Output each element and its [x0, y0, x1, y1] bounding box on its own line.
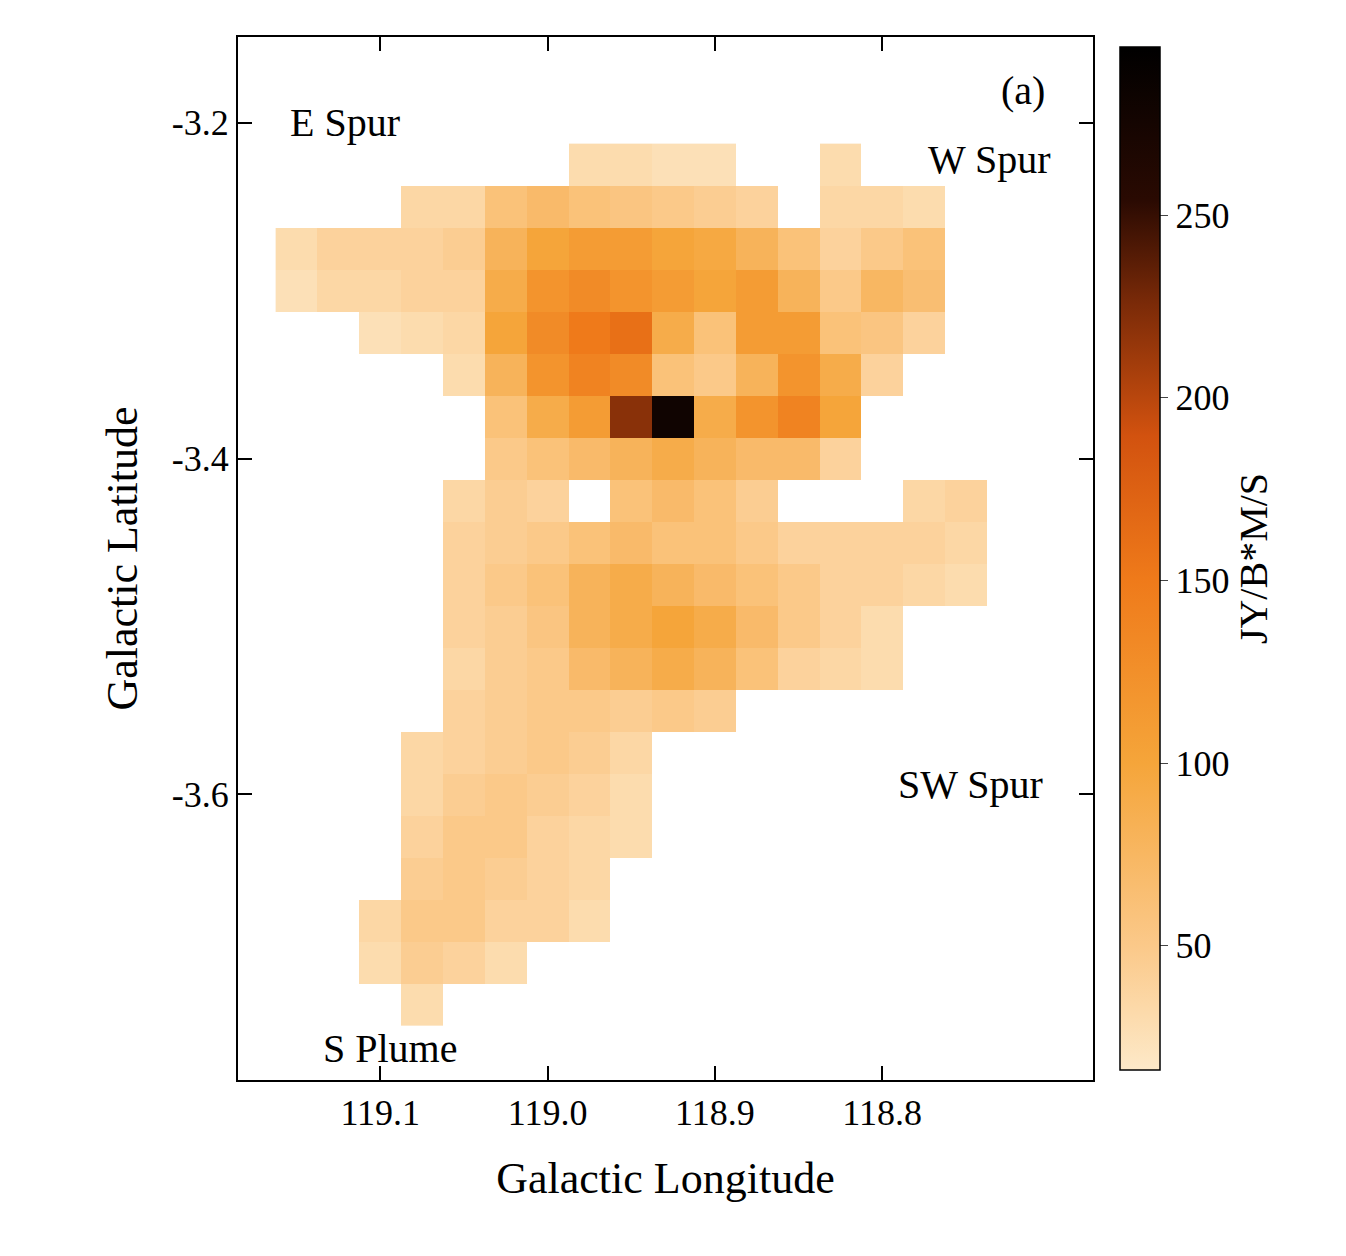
- svg-text:(a): (a): [1001, 68, 1045, 113]
- svg-text:Galactic Longitude: Galactic Longitude: [496, 1154, 834, 1203]
- svg-text:JY/B*M/S: JY/B*M/S: [1231, 473, 1276, 644]
- svg-text:-3.2: -3.2: [172, 103, 229, 143]
- svg-text:119.0: 119.0: [508, 1093, 588, 1133]
- svg-text:250: 250: [1175, 196, 1229, 236]
- svg-text:150: 150: [1175, 561, 1229, 601]
- svg-text:118.9: 118.9: [675, 1093, 755, 1133]
- svg-text:W Spur: W Spur: [928, 137, 1051, 182]
- svg-text:-3.4: -3.4: [172, 439, 229, 479]
- svg-text:-3.6: -3.6: [172, 775, 229, 815]
- svg-text:50: 50: [1175, 926, 1211, 966]
- svg-text:118.8: 118.8: [842, 1093, 922, 1133]
- svg-text:Galactic Latitude: Galactic Latitude: [98, 406, 147, 710]
- svg-text:100: 100: [1175, 744, 1229, 784]
- svg-text:S Plume: S Plume: [323, 1026, 457, 1071]
- svg-text:SW Spur: SW Spur: [898, 762, 1043, 807]
- svg-text:E Spur: E Spur: [290, 100, 400, 145]
- svg-text:200: 200: [1175, 378, 1229, 418]
- svg-text:119.1: 119.1: [340, 1093, 420, 1133]
